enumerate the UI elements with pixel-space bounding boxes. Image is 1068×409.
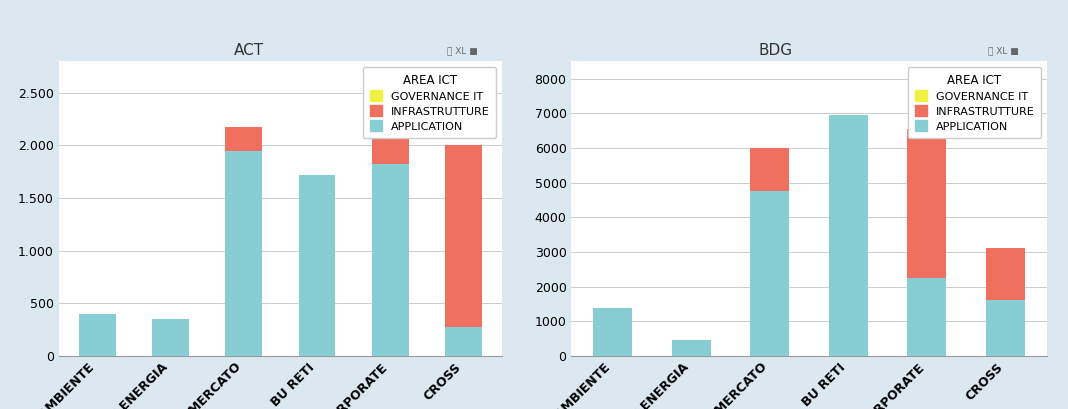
Legend: GOVERNANCE IT, INFRASTRUTTURE, APPLICATION: GOVERNANCE IT, INFRASTRUTTURE, APPLICATI…: [363, 67, 497, 138]
Bar: [225, 126, 262, 151]
Bar: [79, 314, 115, 356]
Bar: [986, 300, 1025, 356]
Bar: [445, 146, 482, 328]
Bar: [445, 328, 482, 356]
Text: ACT: ACT: [234, 43, 265, 58]
Bar: [372, 104, 409, 112]
Bar: [225, 151, 262, 356]
Text: 图 XL ■: 图 XL ■: [989, 46, 1019, 55]
Legend: GOVERNANCE IT, INFRASTRUTTURE, APPLICATION: GOVERNANCE IT, INFRASTRUTTURE, APPLICATI…: [908, 67, 1041, 138]
Bar: [907, 278, 946, 356]
Bar: [372, 112, 409, 164]
Bar: [750, 191, 789, 356]
Text: BDG: BDG: [758, 43, 792, 58]
Bar: [593, 308, 632, 356]
Text: 图 XL ■: 图 XL ■: [446, 46, 477, 55]
Bar: [672, 340, 711, 356]
Bar: [986, 248, 1025, 300]
Bar: [299, 175, 335, 356]
Bar: [750, 148, 789, 191]
Bar: [152, 319, 189, 356]
Bar: [829, 115, 868, 356]
Bar: [372, 164, 409, 356]
Bar: [907, 129, 946, 278]
